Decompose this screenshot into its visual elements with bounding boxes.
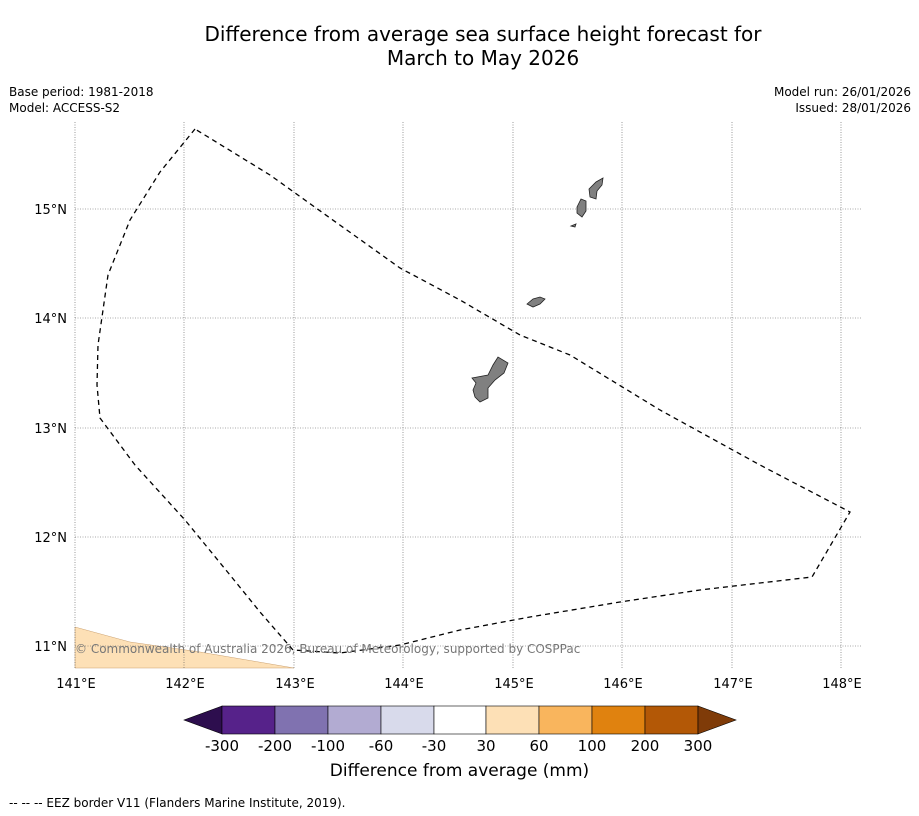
copyright-text: © Commonwealth of Australia 2026, Bureau… <box>75 642 580 656</box>
lon-label: 147°E <box>713 677 753 692</box>
map-title: Difference from average sea surface heig… <box>0 22 919 70</box>
eez-border <box>96 128 851 654</box>
colorbar-swatch <box>221 705 276 735</box>
colorbar-tick-label: 200 <box>631 737 660 755</box>
colorbar-swatch <box>591 705 646 735</box>
colorbar-extend-high <box>697 705 737 735</box>
colorbar-tick-label: -60 <box>369 737 394 755</box>
lon-label: 143°E <box>275 677 315 692</box>
colorbar-swatch <box>274 705 329 735</box>
colorbar-tick-label: -300 <box>205 737 239 755</box>
eez-footnote: -- -- -- EEZ border V11 (Flanders Marine… <box>9 796 346 810</box>
colorbar-swatch <box>380 705 435 735</box>
colorbar-tick-label: 30 <box>476 737 495 755</box>
lon-label: 144°E <box>384 677 424 692</box>
lon-label: 141°E <box>56 677 96 692</box>
colorbar-tick-label: -100 <box>311 737 345 755</box>
map-figure: 15°N 14°N 13°N 12°N 11°N 141°E 142°E 143… <box>34 122 862 755</box>
title-line-1: Difference from average sea surface heig… <box>204 22 762 46</box>
colorbar-swatch <box>485 705 540 735</box>
colorbar-tick-label: -30 <box>422 737 447 755</box>
lon-label: 148°E <box>822 677 862 692</box>
guam-island <box>471 356 509 403</box>
model-run-text: Model run: 26/01/2026 <box>773 85 911 99</box>
tinian-island <box>576 198 587 218</box>
colorbar-swatch <box>433 705 487 735</box>
lat-label: 15°N <box>34 203 67 218</box>
colorbar-tick-label: -200 <box>258 737 292 755</box>
colorbar-swatch <box>327 705 382 735</box>
lon-label: 145°E <box>494 677 534 692</box>
title-line-2: March to May 2026 <box>386 46 580 70</box>
anomaly-fill-region <box>74 626 295 669</box>
base-period-text: Base period: 1981-2018 <box>9 85 154 99</box>
rota-island <box>526 296 546 308</box>
lat-label: 14°N <box>34 312 67 327</box>
colorbar-tick-label: 100 <box>578 737 607 755</box>
metadata-left: Base period: 1981-2018 Model: ACCESS-S2 <box>9 84 154 116</box>
issued-text: Issued: 28/01/2026 <box>795 101 911 115</box>
lat-label: 12°N <box>34 531 67 546</box>
model-text: Model: ACCESS-S2 <box>9 101 121 115</box>
lat-label: 13°N <box>34 422 67 437</box>
colorbar-label: Difference from average (mm) <box>329 761 590 781</box>
colorbar-tick-label: 300 <box>684 737 713 755</box>
lon-label: 142°E <box>165 677 205 692</box>
colorbar-swatch <box>538 705 593 735</box>
saipan-island <box>588 177 604 200</box>
colorbar-swatch <box>644 705 699 735</box>
aguijan-islet <box>569 223 577 228</box>
colorbar-extend-low <box>183 705 223 735</box>
lat-label: 11°N <box>34 640 67 655</box>
metadata-right: Model run: 26/01/2026 Issued: 28/01/2026 <box>774 84 911 116</box>
colorbar-tick-label: 60 <box>529 737 548 755</box>
lon-label: 146°E <box>603 677 643 692</box>
